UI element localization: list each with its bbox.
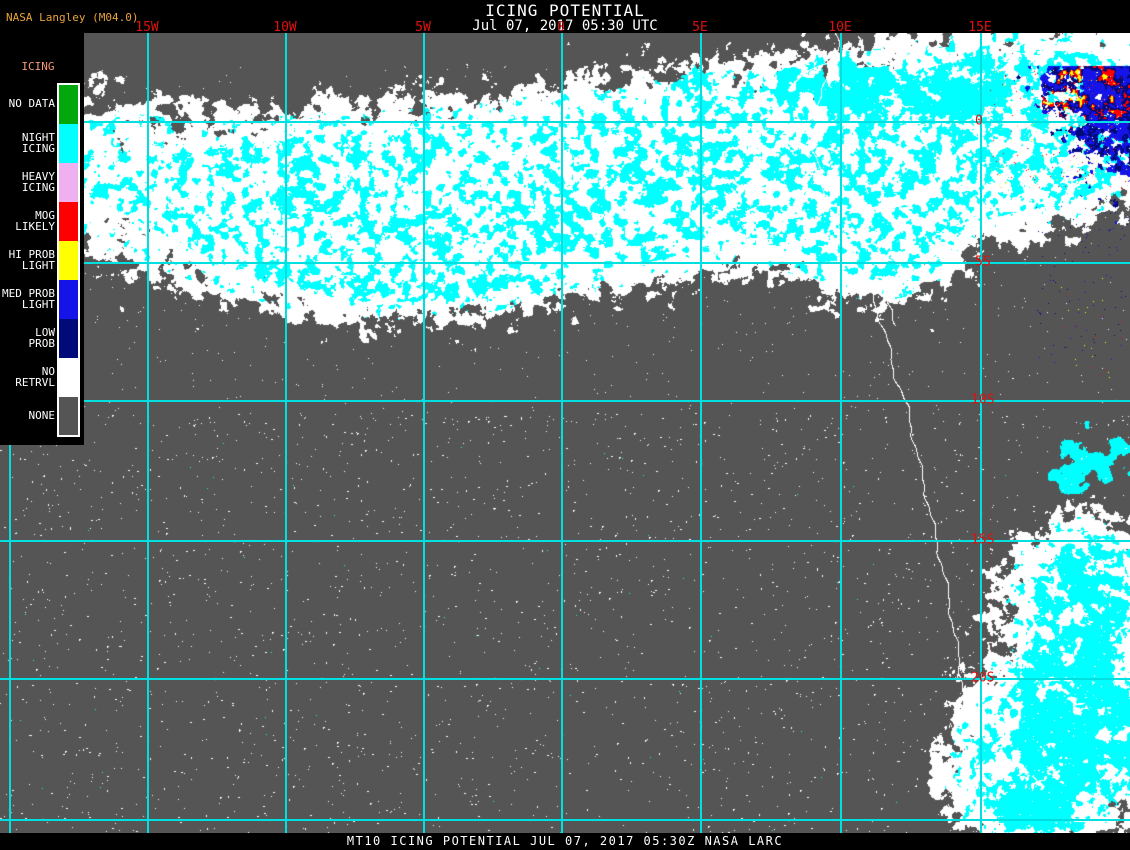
footer-bar: MT10 ICING POTENTIAL JUL 07, 2017 05:30Z… bbox=[0, 833, 1130, 850]
legend-swatch-8[interactable] bbox=[59, 397, 78, 435]
longitude-label-10e: 10E bbox=[828, 20, 852, 35]
page-title: ICING POTENTIAL bbox=[485, 1, 645, 20]
latitude-label-20s: 20S bbox=[971, 670, 995, 686]
legend-swatch-3[interactable] bbox=[59, 202, 78, 241]
longitude-label-5e: 5E bbox=[692, 20, 708, 35]
satellite-pixel-layer bbox=[0, 33, 1130, 833]
legend-swatch-1[interactable] bbox=[59, 124, 78, 163]
legend-label-2: HEAVY ICING bbox=[21, 169, 55, 194]
latitude-label-10s: 10S bbox=[971, 392, 995, 408]
legend-swatch-6[interactable] bbox=[59, 319, 78, 358]
legend-label-0: NO DATA bbox=[8, 97, 55, 110]
longitude-label-0: 0 bbox=[557, 20, 565, 35]
legend-label-5: MED PROB LIGHT bbox=[2, 286, 55, 311]
legend-label-7: NO RETRVL bbox=[15, 364, 55, 389]
latitude-label-5s: 5S bbox=[975, 254, 991, 270]
longitude-label-15e: 15E bbox=[968, 20, 992, 35]
legend-swatch-7[interactable] bbox=[59, 358, 78, 397]
header-bar: NASA Langley (M04.0) ICING POTENTIAL Jul… bbox=[0, 0, 1130, 34]
legend-label-1: NIGHT ICING bbox=[21, 130, 55, 155]
legend-title: ICING bbox=[21, 60, 55, 73]
latitude-label-0: 0 bbox=[975, 113, 983, 129]
legend-panel[interactable]: ICING NO DATA NIGHT ICING HEAVY ICING MOG L… bbox=[0, 33, 84, 445]
page-subtitle: Jul 07, 2017 05:30 UTC bbox=[472, 18, 658, 34]
legend-swatch-5[interactable] bbox=[59, 280, 78, 319]
longitude-label-5w: 5W bbox=[415, 20, 431, 35]
legend-label-8: NONE bbox=[28, 408, 56, 422]
map-plot-area[interactable] bbox=[0, 33, 1130, 833]
legend-swatch-2[interactable] bbox=[59, 163, 78, 202]
legend-label-6: LOW PROB bbox=[28, 325, 56, 350]
latitude-label-15s: 15S bbox=[971, 532, 995, 548]
longitude-label-10w: 10W bbox=[273, 20, 297, 35]
legend-color-bar bbox=[57, 83, 80, 437]
footer-caption: MT10 ICING POTENTIAL JUL 07, 2017 05:30Z… bbox=[346, 834, 784, 848]
legend-swatch-0[interactable] bbox=[59, 85, 78, 124]
legend-label-3: MOG LIKELY bbox=[15, 208, 55, 233]
legend-label-4: HI PROB LIGHT bbox=[8, 247, 55, 272]
longitude-label-15w: 15W bbox=[135, 20, 159, 35]
legend-swatch-4[interactable] bbox=[59, 241, 78, 280]
agency-tag: NASA Langley (M04.0) bbox=[6, 11, 139, 24]
